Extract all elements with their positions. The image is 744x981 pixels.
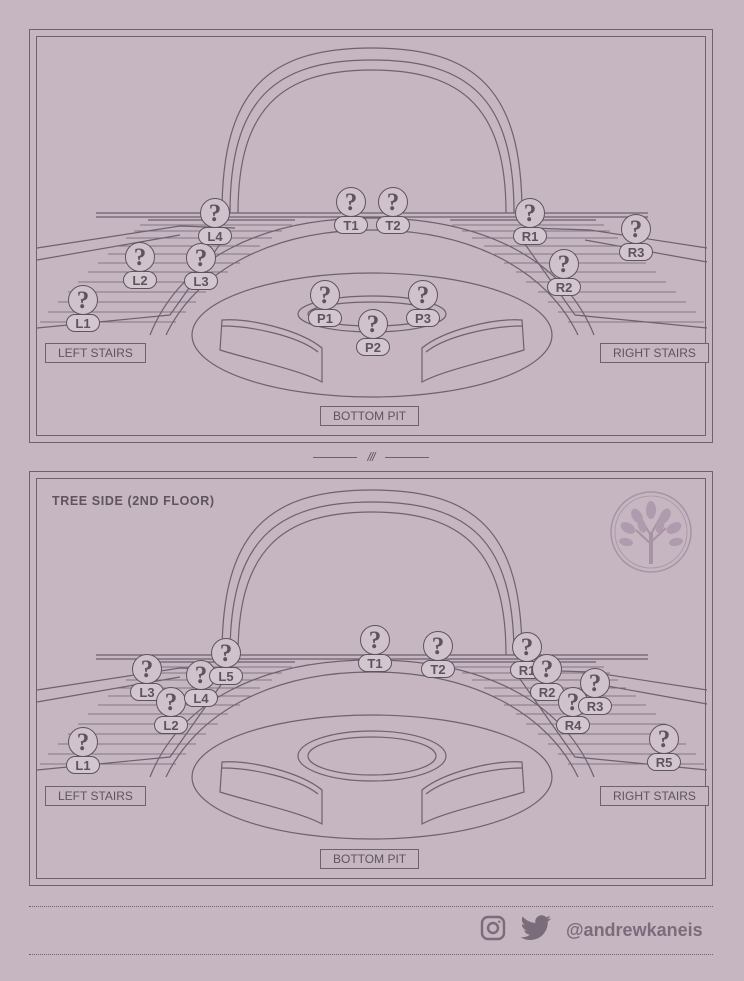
top-map-inner-frame (36, 36, 706, 436)
marker-label: L2 (123, 271, 157, 289)
marker-label: R2 (546, 278, 582, 296)
left-stairs-label: LEFT STAIRS (45, 343, 146, 363)
marker-p3[interactable]: ? P3 (398, 280, 448, 328)
question-mark-icon: ? (580, 668, 610, 698)
marker-label: L4 (184, 689, 218, 707)
marker-t1[interactable]: ? T1 (350, 625, 400, 673)
marker-l1[interactable]: ? L1 (58, 285, 108, 333)
divider-line-left (313, 456, 358, 458)
question-mark-icon: ? (649, 724, 679, 754)
marker-p1[interactable]: ? P1 (300, 280, 350, 328)
section-divider: /// (310, 449, 432, 465)
marker-label: L3 (184, 272, 218, 290)
question-mark-icon: ? (358, 309, 388, 339)
question-mark-icon: ? (132, 654, 162, 684)
marker-r2[interactable]: ? R2 (539, 249, 589, 297)
marker-label: L4 (198, 227, 232, 245)
question-mark-icon: ? (186, 243, 216, 273)
marker-l4[interactable]: ? L4 (190, 198, 240, 246)
question-mark-icon: ? (68, 727, 98, 757)
marker-t2[interactable]: ? T2 (368, 187, 418, 235)
right-stairs-label: RIGHT STAIRS (600, 343, 709, 363)
marker-label: R4 (555, 716, 591, 734)
marker-label: R3 (618, 243, 654, 261)
footer-dotted-rule-bottom (29, 954, 713, 955)
marker-label: T1 (358, 654, 392, 672)
right-stairs-label: RIGHT STAIRS (600, 786, 709, 806)
social-handle[interactable]: @andrewkaneis (566, 919, 703, 940)
marker-l4[interactable]: ? L4 (176, 660, 226, 708)
question-mark-icon: ? (532, 654, 562, 684)
marker-r3[interactable]: ? R3 (611, 214, 661, 262)
marker-r3[interactable]: ? R3 (570, 668, 620, 716)
question-mark-icon: ? (336, 187, 366, 217)
marker-label: L2 (154, 716, 188, 734)
question-mark-icon: ? (200, 198, 230, 228)
marker-r2[interactable]: ? R2 (522, 654, 572, 702)
question-mark-icon: ? (378, 187, 408, 217)
question-mark-icon: ? (408, 280, 438, 310)
marker-l2[interactable]: ? L2 (115, 242, 165, 290)
marker-label: R1 (512, 227, 548, 245)
marker-t1[interactable]: ? T1 (326, 187, 376, 235)
divider-line-right (384, 456, 429, 458)
marker-label: R2 (529, 683, 565, 701)
question-mark-icon: ? (515, 198, 545, 228)
marker-l1[interactable]: ? L1 (58, 727, 108, 775)
left-stairs-label: LEFT STAIRS (45, 786, 146, 806)
marker-label: P3 (406, 309, 440, 327)
marker-l3[interactable]: ? L3 (176, 243, 226, 291)
question-mark-icon: ? (68, 285, 98, 315)
tree-side-inner-frame (36, 478, 706, 879)
marker-label: L5 (209, 667, 243, 685)
question-mark-icon: ? (125, 242, 155, 272)
marker-r1[interactable]: ? R1 (505, 198, 555, 246)
twitter-icon[interactable] (520, 914, 552, 946)
marker-label: L3 (130, 683, 164, 701)
marker-label: T2 (376, 216, 410, 234)
panel-title: TREE SIDE (2ND FLOOR) (52, 494, 215, 508)
tree-emblem-icon (610, 491, 692, 573)
social-links: @andrewkaneis (480, 914, 703, 946)
question-mark-icon: ? (310, 280, 340, 310)
question-mark-icon: ? (211, 638, 241, 668)
instagram-icon[interactable] (480, 915, 506, 946)
tree-side-map-panel: TREE SIDE (2ND FLOOR) LEFT STAIRS RIGHT … (29, 471, 713, 886)
marker-l2[interactable]: ? L2 (146, 687, 196, 735)
marker-p2[interactable]: ? P2 (348, 309, 398, 357)
divider-slashes: /// (367, 450, 375, 464)
question-mark-icon: ? (360, 625, 390, 655)
marker-l5[interactable]: ? L5 (201, 638, 251, 686)
question-mark-icon: ? (621, 214, 651, 244)
marker-label: P1 (308, 309, 342, 327)
question-mark-icon: ? (549, 249, 579, 279)
marker-label: R3 (577, 697, 613, 715)
footer-dotted-rule-top (29, 906, 713, 907)
marker-label: L1 (66, 314, 100, 332)
marker-l3[interactable]: ? L3 (122, 654, 172, 702)
marker-label: P2 (356, 338, 390, 356)
bottom-pit-label: BOTTOM PIT (320, 849, 420, 869)
marker-label: R5 (646, 753, 682, 771)
marker-r5[interactable]: ? R5 (639, 724, 689, 772)
question-mark-icon: ? (423, 631, 453, 661)
marker-t2[interactable]: ? T2 (413, 631, 463, 679)
marker-label: T1 (334, 216, 368, 234)
marker-label: T2 (421, 660, 455, 678)
marker-label: L1 (66, 756, 100, 774)
bottom-pit-label: BOTTOM PIT (320, 406, 420, 426)
top-map-panel: LEFT STAIRS RIGHT STAIRS BOTTOM PIT ? L1 … (29, 29, 713, 443)
